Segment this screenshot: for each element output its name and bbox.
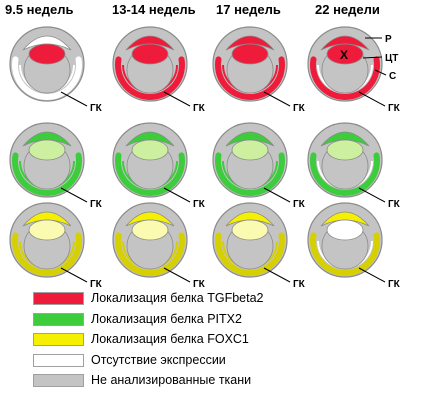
gk-pointer-foxc1-0: [60, 267, 88, 283]
expression-band-tgfbeta2-3: [310, 56, 380, 101]
legend-swatch-no-expression: [33, 353, 84, 367]
expression-band-foxc1-3: [310, 232, 380, 277]
expression-band-tgfbeta2-1: [115, 56, 185, 101]
lens-tgfbeta2-1: [131, 43, 169, 65]
column-header-17-weeks: 17 недель: [216, 2, 281, 17]
lens-pitx2-1: [131, 139, 169, 161]
lens-foxc1-2: [231, 219, 269, 241]
gk-label-foxc1-0: ГК: [90, 279, 103, 290]
gk-pointer-tgfbeta2-3: [358, 91, 386, 107]
legend-label-tgfbeta2: Локализация белка TGFbeta2: [91, 291, 264, 305]
expression-band-pitx2-2: [215, 152, 285, 197]
expression-band-tgfbeta2-2: [215, 56, 285, 101]
expression-band-pitx2-3: [310, 152, 380, 197]
expression-band-pitx2-1: [115, 152, 185, 197]
gk-pointer-tgfbeta2-1: [163, 91, 191, 107]
gk-pointer-pitx2-2: [263, 187, 291, 203]
gk-label-tgfbeta2-0: ГК: [90, 103, 103, 114]
structure-pointer-ct: [362, 56, 383, 59]
column-header-13-14-weeks: 13-14 недель: [112, 2, 196, 17]
legend-label-foxc1: Локализация белка FOXC1: [91, 332, 249, 346]
lens-pitx2-2: [231, 139, 269, 161]
expression-band-foxc1-2: [215, 232, 285, 277]
legend-label-no-expression: Отсутствие экспрессии: [91, 352, 226, 367]
gk-pointer-tgfbeta2-0: [60, 91, 88, 107]
gk-pointer-foxc1-2: [263, 267, 291, 283]
structure-label-x: Х: [340, 48, 348, 62]
column-header-9-5-weeks: 9.5 недель: [5, 2, 74, 17]
lens-foxc1-1: [131, 219, 169, 241]
lens-pitx2-3: [326, 139, 364, 161]
legend-swatch-foxc1: [33, 333, 84, 346]
structure-label-r: Р: [385, 34, 392, 45]
legend-swatch-not-analyzed: [33, 374, 84, 387]
lens-tgfbeta2-0: [28, 43, 66, 65]
structure-label-c: С: [389, 71, 396, 82]
gk-label-pitx2-2: ГК: [293, 199, 306, 210]
legend-label-not-analyzed: Не анализированные ткани: [91, 373, 252, 387]
gk-label-foxc1-3: ГК: [388, 279, 401, 290]
gk-label-tgfbeta2-1: ГК: [193, 103, 206, 114]
lens-pitx2-0: [28, 139, 66, 161]
eye-diagram-grid: ГК ГК ГК ГК ГК ГК ГК ГК ГК ГК ГК ГК Р ЦТ С Х: [9, 26, 401, 290]
gk-pointer-pitx2-0: [60, 187, 88, 203]
legend-label-pitx2: Локализация белка PITX2: [91, 311, 242, 326]
legend-swatch-pitx2: [33, 312, 84, 326]
expression-band-pitx2-0: [12, 152, 82, 197]
gk-label-foxc1-1: ГК: [193, 279, 206, 290]
column-header-22-weeks: 22 недели: [315, 2, 380, 17]
gk-label-pitx2-0: ГК: [90, 199, 103, 210]
gk-label-tgfbeta2-2: ГК: [293, 103, 306, 114]
gk-pointer-tgfbeta2-2: [263, 91, 291, 107]
gk-pointer-foxc1-1: [163, 267, 191, 283]
gk-pointer-foxc1-3: [358, 267, 386, 283]
gk-label-pitx2-3: ГК: [388, 199, 401, 210]
lens-foxc1-0: [28, 219, 66, 241]
gk-pointer-pitx2-1: [163, 187, 191, 203]
gk-label-pitx2-1: ГК: [193, 199, 206, 210]
legend-swatch-tgfbeta2: [33, 292, 84, 305]
expression-band-foxc1-1: [115, 232, 185, 277]
gk-label-foxc1-2: ГК: [293, 279, 306, 290]
lens-tgfbeta2-2: [231, 43, 269, 65]
structure-label-ct: ЦТ: [385, 53, 398, 64]
expression-band-tgfbeta2-0: [12, 56, 82, 101]
gk-pointer-pitx2-3: [358, 187, 386, 203]
lens-tgfbeta2-3: [326, 43, 364, 65]
expression-band-foxc1-0: [12, 232, 82, 277]
lens-foxc1-3: [326, 219, 364, 241]
gk-label-tgfbeta2-3: ГК: [388, 103, 401, 114]
structure-pointer-c: [374, 69, 387, 76]
